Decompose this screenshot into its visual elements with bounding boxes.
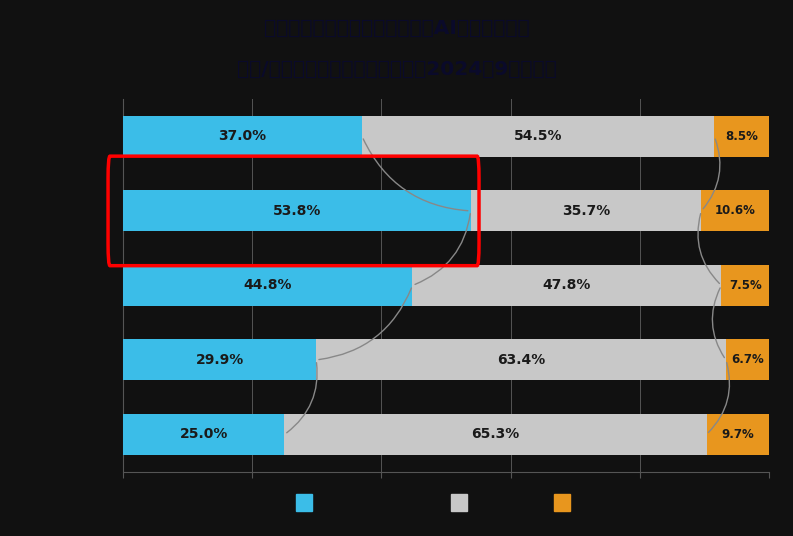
- Bar: [451, 494, 467, 510]
- Text: 8.5%: 8.5%: [726, 130, 758, 143]
- Text: 25.0%: 25.0%: [179, 427, 228, 442]
- Text: 53.8%: 53.8%: [273, 204, 321, 218]
- Text: 9.7%: 9.7%: [722, 428, 754, 441]
- Bar: [722, 265, 770, 306]
- Bar: [726, 339, 769, 381]
- Text: 63.4%: 63.4%: [497, 353, 545, 367]
- Text: 6.7%: 6.7%: [731, 353, 764, 367]
- Text: 10.6%: 10.6%: [715, 204, 756, 218]
- Text: 7.5%: 7.5%: [730, 279, 762, 292]
- Bar: [123, 265, 412, 306]
- Bar: [296, 494, 312, 510]
- Text: 【個人調査】企業が採用活動でAIを使うことは: 【個人調査】企業が採用活動でAIを使うことは: [264, 19, 529, 38]
- Bar: [714, 116, 769, 157]
- Bar: [362, 116, 714, 157]
- Bar: [123, 414, 285, 455]
- Bar: [412, 265, 722, 306]
- Bar: [316, 339, 726, 381]
- Bar: [285, 414, 707, 455]
- Text: 37.0%: 37.0%: [218, 129, 266, 144]
- Text: 応募/入社意欲にどう影響するか（2024年9月実施）: 応募/入社意欲にどう影響するか（2024年9月実施）: [236, 59, 557, 78]
- Bar: [123, 116, 362, 157]
- Text: 65.3%: 65.3%: [471, 427, 519, 442]
- Bar: [707, 414, 769, 455]
- Text: 54.5%: 54.5%: [514, 129, 562, 144]
- Bar: [554, 494, 570, 510]
- Bar: [123, 339, 316, 381]
- Bar: [470, 190, 701, 232]
- Text: 35.7%: 35.7%: [562, 204, 610, 218]
- Text: 44.8%: 44.8%: [243, 278, 292, 293]
- Text: 29.9%: 29.9%: [195, 353, 243, 367]
- Text: 47.8%: 47.8%: [542, 278, 591, 293]
- Bar: [701, 190, 770, 232]
- Bar: [123, 190, 470, 232]
